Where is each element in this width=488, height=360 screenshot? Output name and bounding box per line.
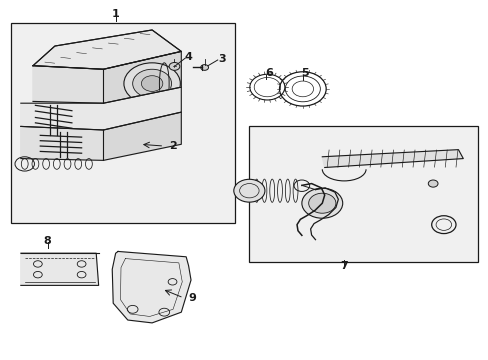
Polygon shape	[33, 66, 103, 103]
Text: 9: 9	[188, 293, 196, 303]
Circle shape	[301, 188, 342, 218]
Bar	[11, 23, 234, 223]
Polygon shape	[103, 112, 181, 160]
Text: 4: 4	[184, 52, 192, 62]
Circle shape	[233, 179, 264, 202]
Circle shape	[427, 180, 437, 187]
Text: 3: 3	[218, 54, 226, 64]
Text: 1: 1	[112, 9, 119, 19]
Circle shape	[132, 69, 171, 98]
Text: 8: 8	[43, 236, 51, 246]
Text: 6: 6	[264, 68, 272, 78]
Text: 7: 7	[340, 261, 347, 271]
Circle shape	[308, 193, 335, 213]
Polygon shape	[21, 87, 181, 130]
Polygon shape	[322, 150, 462, 167]
Polygon shape	[112, 251, 191, 323]
Circle shape	[123, 63, 180, 104]
Polygon shape	[103, 51, 181, 103]
Polygon shape	[21, 253, 99, 285]
Polygon shape	[21, 126, 103, 160]
Circle shape	[169, 63, 180, 70]
Bar	[249, 126, 477, 262]
Text: 2: 2	[169, 141, 177, 151]
Circle shape	[141, 76, 163, 91]
Circle shape	[201, 64, 208, 70]
Polygon shape	[33, 30, 181, 69]
Text: 5: 5	[301, 68, 308, 78]
